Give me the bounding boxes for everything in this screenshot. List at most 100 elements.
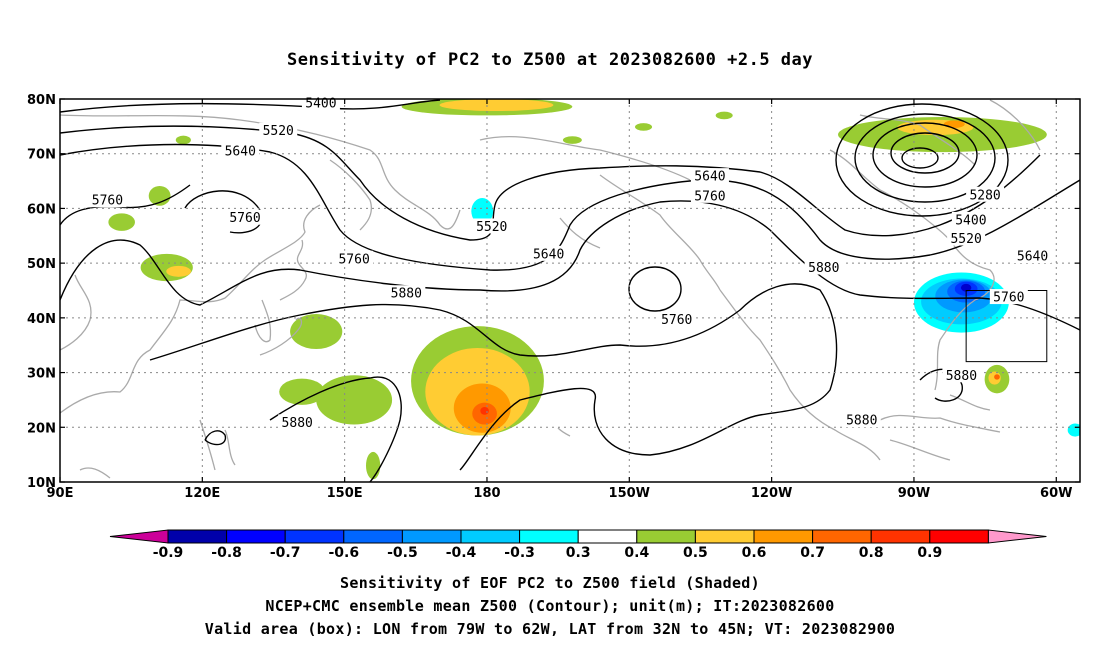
- lon-label-6: 90W: [898, 486, 930, 501]
- colorbar-cell-11: [812, 529, 872, 544]
- colorbar-cell-3: [343, 529, 403, 544]
- colorbar-cell-12: [870, 529, 931, 544]
- colorbar-cell-6: [519, 529, 579, 544]
- contour-label-bg-5: [472, 218, 511, 234]
- contour-label-bg-18: [942, 367, 981, 383]
- colorbar: -0.9 -0.8 -0.7 -0.6 -0.5 -0.4 -0.3 0.3 0.4 0.5 0.6…: [109, 529, 1047, 561]
- contour-label-19: 5880: [846, 414, 877, 429]
- contour-label-bg-19: [842, 412, 881, 428]
- colorbar-high-end: [987, 529, 1047, 544]
- colorbar-label-8: 0.4: [624, 545, 649, 561]
- shade-16: [439, 99, 554, 112]
- contour-label-8: 5880: [391, 287, 422, 302]
- colorbar-label-12: 0.8: [859, 545, 884, 561]
- colorbar-cell-1: [226, 529, 286, 544]
- contour-label-12: 5880: [808, 261, 839, 276]
- contour-label-4: 5760: [229, 211, 260, 226]
- colorbar-label-9: 0.5: [683, 545, 708, 561]
- colorbar-cell-7: [577, 529, 638, 544]
- colorbar-cell-13: [929, 529, 989, 544]
- contour-label-6: 5640: [533, 247, 564, 262]
- caption-valid-area: Valid area (box): LON from 79W to 62W, L…: [204, 620, 896, 638]
- colorbar-cell-8: [636, 529, 696, 544]
- contour-label-18: 5880: [946, 369, 977, 384]
- lat-label-4: 40N: [27, 312, 56, 327]
- contour-label-16: 5640: [1017, 250, 1048, 265]
- contour-label-10: 5760: [694, 189, 725, 204]
- contour-label-bg-14: [951, 211, 990, 227]
- lon-label-1: 120E: [184, 486, 220, 501]
- colorbar-low-end: [109, 529, 169, 544]
- lat-label-0: 80N: [27, 93, 56, 108]
- contour-label-15: 5520: [950, 232, 981, 247]
- colorbar-label-5: -0.4: [446, 545, 477, 561]
- contour-label-bg-15: [947, 230, 986, 246]
- colorbar-cell-4: [401, 529, 462, 544]
- contour-label-7: 5760: [338, 252, 369, 267]
- lat-label-3: 50N: [27, 257, 56, 272]
- shade-4: [290, 314, 343, 350]
- contour-label-5: 5520: [476, 220, 507, 235]
- page-title: Sensitivity of PC2 to Z500 at 2023082600…: [286, 50, 813, 70]
- caption-contour: NCEP+CMC ensemble mean Z500 (Contour); u…: [265, 597, 835, 615]
- shade-2: [175, 135, 191, 145]
- lon-label-2: 150E: [327, 486, 363, 501]
- colorbar-label-10: 0.6: [742, 545, 767, 561]
- shade-12: [634, 123, 653, 131]
- shade-13: [715, 111, 733, 120]
- contour-label-bg-3: [88, 192, 127, 208]
- contour-label-9: 5640: [694, 170, 725, 185]
- colorbar-cell-0: [167, 529, 228, 544]
- map-frame: [59, 98, 1081, 483]
- contour-labels: 5400 5520 5640 5760 5760 5520 5640 5760 5880 5640…: [88, 94, 1052, 431]
- shade-32: [960, 283, 972, 292]
- lon-label-0: 90E: [47, 486, 74, 501]
- colorbar-cell-9: [694, 529, 755, 544]
- contour-label-bg-6: [529, 245, 568, 261]
- shade-0: [108, 213, 135, 231]
- lat-label-7: 10N: [27, 476, 56, 491]
- shade-26: [471, 198, 494, 225]
- colorbar-cell-5: [460, 529, 521, 544]
- contour-label-bg-4: [226, 209, 265, 225]
- contour-label-bg-7: [335, 250, 374, 266]
- lon-label-3: 180: [473, 486, 500, 501]
- lat-label-1: 70N: [27, 148, 56, 163]
- shade-7: [366, 451, 381, 480]
- colorbar-label-0: -0.9: [153, 545, 184, 561]
- lon-label-7: 60W: [1040, 486, 1072, 501]
- lat-label-2: 60N: [27, 202, 56, 217]
- lat-label-5: 30N: [27, 367, 56, 382]
- map-gridlines: [60, 99, 1080, 482]
- colorbar-label-2: -0.7: [270, 545, 301, 561]
- colorbar-cell-2: [284, 529, 345, 544]
- contour-label-bg-2: [221, 142, 260, 158]
- contour-label-bg-11: [657, 311, 696, 327]
- contour-label-20: 5880: [282, 416, 313, 431]
- colorbar-label-6: -0.3: [504, 545, 535, 561]
- caption-shading: Sensitivity of EOF PC2 to Z500 field (Sh…: [340, 574, 760, 592]
- contour-label-bg-1: [259, 122, 298, 138]
- contour-label-13: 5280: [969, 188, 1000, 203]
- contour-label-2: 5640: [225, 144, 256, 159]
- contour-label-11: 5760: [661, 313, 692, 328]
- contour-label-bg-8: [387, 285, 426, 301]
- lon-label-5: 120W: [751, 486, 792, 501]
- colorbar-label-13: 0.9: [917, 545, 942, 561]
- shade-6: [279, 378, 325, 405]
- shade-19: [166, 265, 191, 277]
- contour-label-14: 5400: [955, 213, 986, 228]
- contour-label-bg-16: [1013, 248, 1052, 264]
- colorbar-label-11: 0.7: [800, 545, 825, 561]
- lat-label-6: 20N: [27, 421, 56, 436]
- contour-label-bg-13: [966, 186, 1005, 202]
- colorbar-label-4: -0.5: [387, 545, 418, 561]
- shade-23: [994, 374, 1000, 380]
- coastlines: [60, 99, 1041, 479]
- contour-label-bg-9: [690, 168, 729, 184]
- contour-label-bg-12: [804, 259, 843, 275]
- lon-label-4: 150W: [609, 486, 650, 501]
- contour-label-bg-20: [278, 414, 317, 430]
